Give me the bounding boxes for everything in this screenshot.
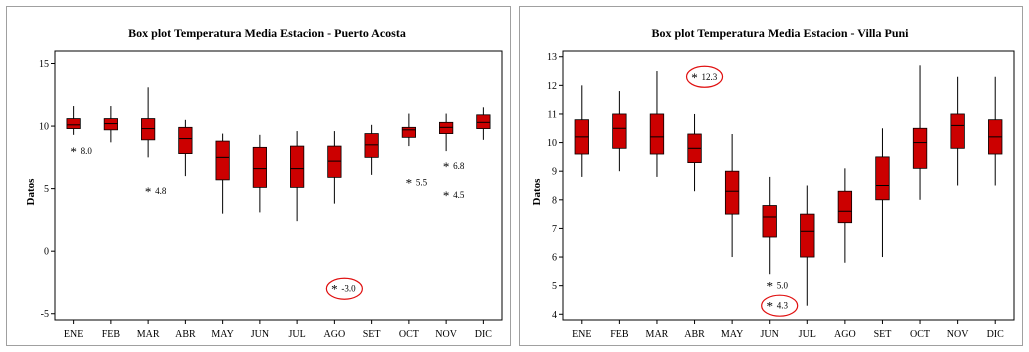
box-iqr <box>66 118 81 129</box>
box-iqr <box>950 113 965 149</box>
outlier-label: 6.8 <box>453 161 465 171</box>
box-iqr <box>290 145 305 188</box>
box-iqr <box>612 113 627 149</box>
chart-puerto-acosta: Box plot Temperatura Media Estacion - Pu… <box>6 6 511 346</box>
x-tick-label: NOV <box>435 329 457 340</box>
y-tick-label: 0 <box>44 247 49 258</box>
box-iqr <box>141 118 156 141</box>
plot-frame <box>54 50 503 321</box>
box-iqr <box>762 205 777 238</box>
box-iqr <box>439 121 454 134</box>
box-iqr <box>724 170 740 215</box>
box-iqr <box>252 146 267 188</box>
outlier-marker: * <box>70 144 77 159</box>
outlier-label: 4.3 <box>777 301 789 311</box>
x-tick-label: FEB <box>610 329 629 340</box>
y-axis-label: Datos <box>531 178 543 206</box>
x-tick-label: DIC <box>475 329 493 340</box>
x-tick-label: ABR <box>175 329 196 340</box>
y-tick-label: 10 <box>39 122 49 133</box>
x-tick-label: OCT <box>910 329 930 340</box>
y-tick-label: -5 <box>41 309 49 320</box>
y-tick-label: 13 <box>547 52 557 63</box>
outlier-marker: * <box>766 279 773 294</box>
box-iqr <box>476 114 491 129</box>
x-tick-label: ENE <box>64 329 83 340</box>
y-tick-label: 12 <box>547 81 557 92</box>
outlier-marker: * <box>766 299 773 314</box>
plot-frame <box>562 50 1015 321</box>
y-tick-label: 6 <box>552 253 557 264</box>
chart-title: Box plot Temperatura Media Estacion - Pu… <box>128 26 406 40</box>
x-tick-label: MAR <box>137 329 160 340</box>
highlight-ellipse <box>685 65 724 88</box>
outlier-marker: * <box>331 282 338 297</box>
chart-villa-puni: Box plot Temperatura Media Estacion - Vi… <box>519 6 1023 346</box>
x-tick-label: JUL <box>289 329 306 340</box>
outlier-label: 8.0 <box>81 146 93 156</box>
chart-title: Box plot Temperatura Media Estacion - Vi… <box>651 26 909 40</box>
outlier-label: -3.0 <box>341 284 356 294</box>
outlier-label: 12.3 <box>702 72 718 82</box>
box-iqr <box>800 213 815 258</box>
box-iqr <box>103 118 118 131</box>
x-tick-label: SET <box>874 329 892 340</box>
y-tick-label: 15 <box>39 59 49 70</box>
outlier-marker: * <box>406 175 413 190</box>
outlier-label: 4.5 <box>453 190 465 200</box>
x-tick-label: OCT <box>399 329 419 340</box>
box-iqr <box>178 126 193 154</box>
outlier-marker: * <box>443 188 450 203</box>
box-iqr <box>364 133 379 158</box>
y-axis-label: Datos <box>25 178 37 206</box>
outlier-label: 5.5 <box>416 177 428 187</box>
x-tick-label: FEB <box>102 329 121 340</box>
highlight-ellipse <box>325 277 363 300</box>
y-tick-label: 9 <box>552 167 557 178</box>
outlier-marker: * <box>145 184 152 199</box>
outlier-marker: * <box>443 159 450 174</box>
box-iqr <box>649 113 665 155</box>
x-tick-label: AGO <box>834 329 856 340</box>
box-iqr <box>837 190 853 224</box>
highlight-ellipse <box>761 294 799 317</box>
x-tick-label: JUN <box>251 329 269 340</box>
x-tick-label: MAY <box>721 329 743 340</box>
chart-svg-villa-puni: Box plot Temperatura Media Estacion - Vi… <box>531 26 1015 340</box>
x-tick-label: MAY <box>211 329 233 340</box>
x-tick-label: AGO <box>324 329 346 340</box>
y-tick-label: 8 <box>552 195 557 206</box>
box-iqr <box>215 140 230 181</box>
x-tick-label: JUN <box>761 329 779 340</box>
x-tick-label: DIC <box>987 329 1005 340</box>
y-tick-label: 11 <box>547 109 557 120</box>
box-iqr <box>401 126 416 138</box>
y-tick-label: 10 <box>547 138 557 149</box>
y-tick-label: 5 <box>552 281 557 292</box>
box-iqr <box>875 156 890 201</box>
x-tick-label: JUL <box>799 329 816 340</box>
outlier-marker: * <box>691 70 698 85</box>
box-iqr <box>912 127 928 169</box>
x-tick-label: NOV <box>947 329 969 340</box>
y-tick-label: 7 <box>552 224 557 235</box>
x-tick-label: SET <box>363 329 381 340</box>
x-tick-label: MAR <box>646 329 669 340</box>
chart-svg-puerto-acosta: Box plot Temperatura Media Estacion - Pu… <box>25 26 503 340</box>
outlier-label: 5.0 <box>777 281 789 291</box>
x-tick-label: ENE <box>572 329 591 340</box>
y-tick-label: 5 <box>44 184 49 195</box>
outlier-label: 4.8 <box>155 186 167 196</box>
x-tick-label: ABR <box>684 329 705 340</box>
box-iqr <box>327 145 342 178</box>
y-tick-label: 4 <box>552 310 557 321</box>
